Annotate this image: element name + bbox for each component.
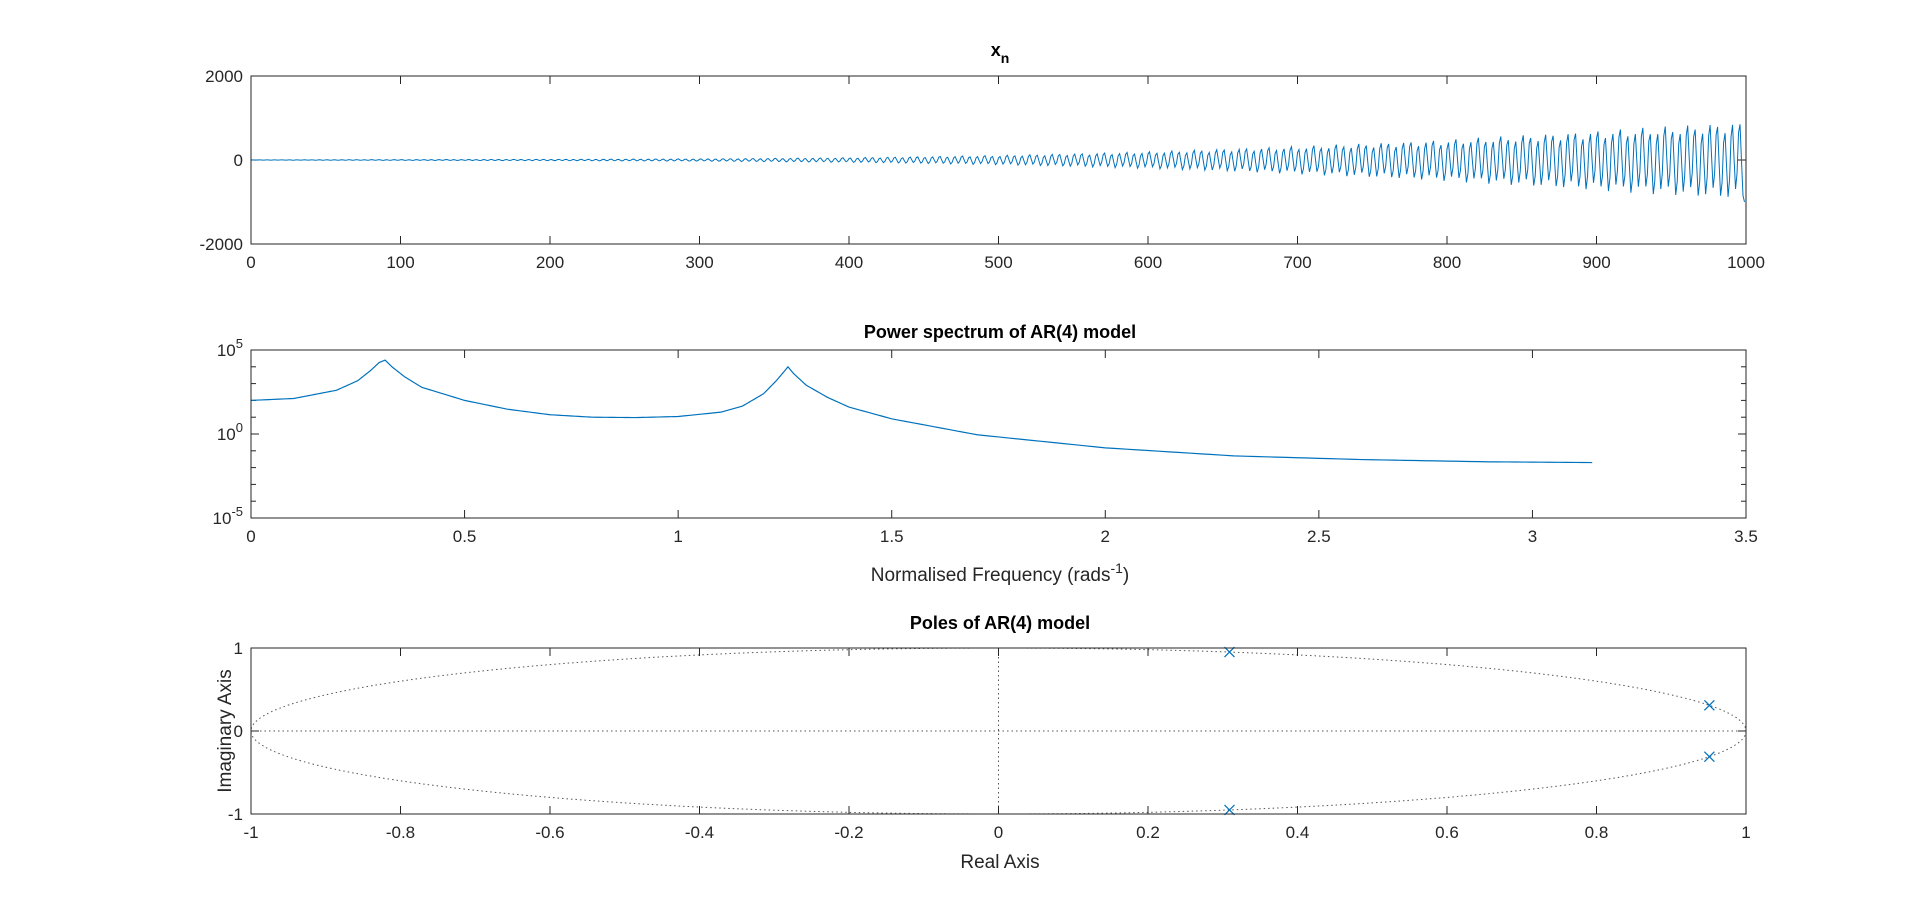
spectrum-title: Power spectrum of AR(4) model <box>864 322 1136 342</box>
signal-ytick-label: 2000 <box>205 67 243 86</box>
poles-ytick-label: 0 <box>234 722 243 741</box>
spectrum-ytick-label: 100 <box>217 420 243 444</box>
signal-xtick-label: 0 <box>246 253 255 272</box>
spectrum-ytick-label: 105 <box>217 336 243 360</box>
poles-xtick-label: -0.8 <box>386 823 415 842</box>
signal-xtick-label: 200 <box>536 253 564 272</box>
spectrum-xtick-label: 1.5 <box>880 527 904 546</box>
pole-marker <box>1224 804 1235 816</box>
signal-xtick-label: 500 <box>984 253 1012 272</box>
signal-xtick-label: 1000 <box>1727 253 1765 272</box>
poles-xtick-label: 0.8 <box>1585 823 1609 842</box>
poles-xtick-label: 0.2 <box>1136 823 1160 842</box>
signal-line <box>250 124 1745 203</box>
signal-xtick-label: 400 <box>835 253 863 272</box>
poles-axes: Poles of AR(4) model -1 -0.8 -0.6 -0.4 -0.2 0… <box>215 613 1751 873</box>
pole-marker <box>1703 699 1715 711</box>
spectrum-xtick-label: 1 <box>673 527 682 546</box>
poles-xtick-label: 0 <box>994 823 1003 842</box>
spectrum-ytick-label: 10-5 <box>213 504 243 528</box>
signal-title: xn <box>991 40 1010 66</box>
poles-xtick-label: -1 <box>243 823 258 842</box>
poles-axes-box <box>250 647 1747 815</box>
poles-xtick-label: -0.6 <box>535 823 564 842</box>
spectrum-xtick-label: 0.5 <box>453 527 477 546</box>
poles-ylabel: Imaginary Axis <box>215 669 236 793</box>
signal-xtick-label: 600 <box>1134 253 1162 272</box>
poles-ytick-label: -1 <box>228 805 243 824</box>
poles-xtick-label: -0.2 <box>834 823 863 842</box>
spectrum-xlabel: Normalised Frequency (rads-1) <box>871 560 1129 586</box>
spectrum-xtick-label: 2.5 <box>1307 527 1331 546</box>
signal-ytick-label: 0 <box>234 151 243 170</box>
signal-axes: xn 0 100 200 300 400 500 600 700 800 900 1000 -2000… <box>200 40 1765 272</box>
pole-marker <box>1224 646 1235 658</box>
spectrum-axes-box <box>250 349 1747 519</box>
spectrum-xtick-label: 3.5 <box>1734 527 1758 546</box>
pole-marker <box>1703 751 1715 763</box>
poles-xtick-label: -0.4 <box>685 823 714 842</box>
spectrum-xtick-label: 2 <box>1101 527 1110 546</box>
spectrum-xtick-label: 3 <box>1528 527 1537 546</box>
signal-xtick-label: 700 <box>1283 253 1311 272</box>
signal-xtick-label: 100 <box>386 253 414 272</box>
spectrum-xtick-label: 0 <box>246 527 255 546</box>
spectrum-line <box>250 359 1593 464</box>
signal-xtick-label: 900 <box>1582 253 1610 272</box>
poles-xlabel: Real Axis <box>960 852 1039 873</box>
poles-xtick-label: 0.4 <box>1286 823 1310 842</box>
spectrum-axes: Power spectrum of AR(4) model 0 0.5 1 1.5 2 2… <box>213 322 1758 586</box>
signal-xtick-label: 300 <box>685 253 713 272</box>
signal-xtick-label: 800 <box>1433 253 1461 272</box>
poles-xtick-label: 0.6 <box>1435 823 1459 842</box>
signal-ytick-label: -2000 <box>200 235 243 254</box>
signal-axes-box <box>250 75 1747 245</box>
poles-title: Poles of AR(4) model <box>910 613 1090 633</box>
poles-ytick-label: 1 <box>234 639 243 658</box>
poles-xtick-label: 1 <box>1741 823 1750 842</box>
